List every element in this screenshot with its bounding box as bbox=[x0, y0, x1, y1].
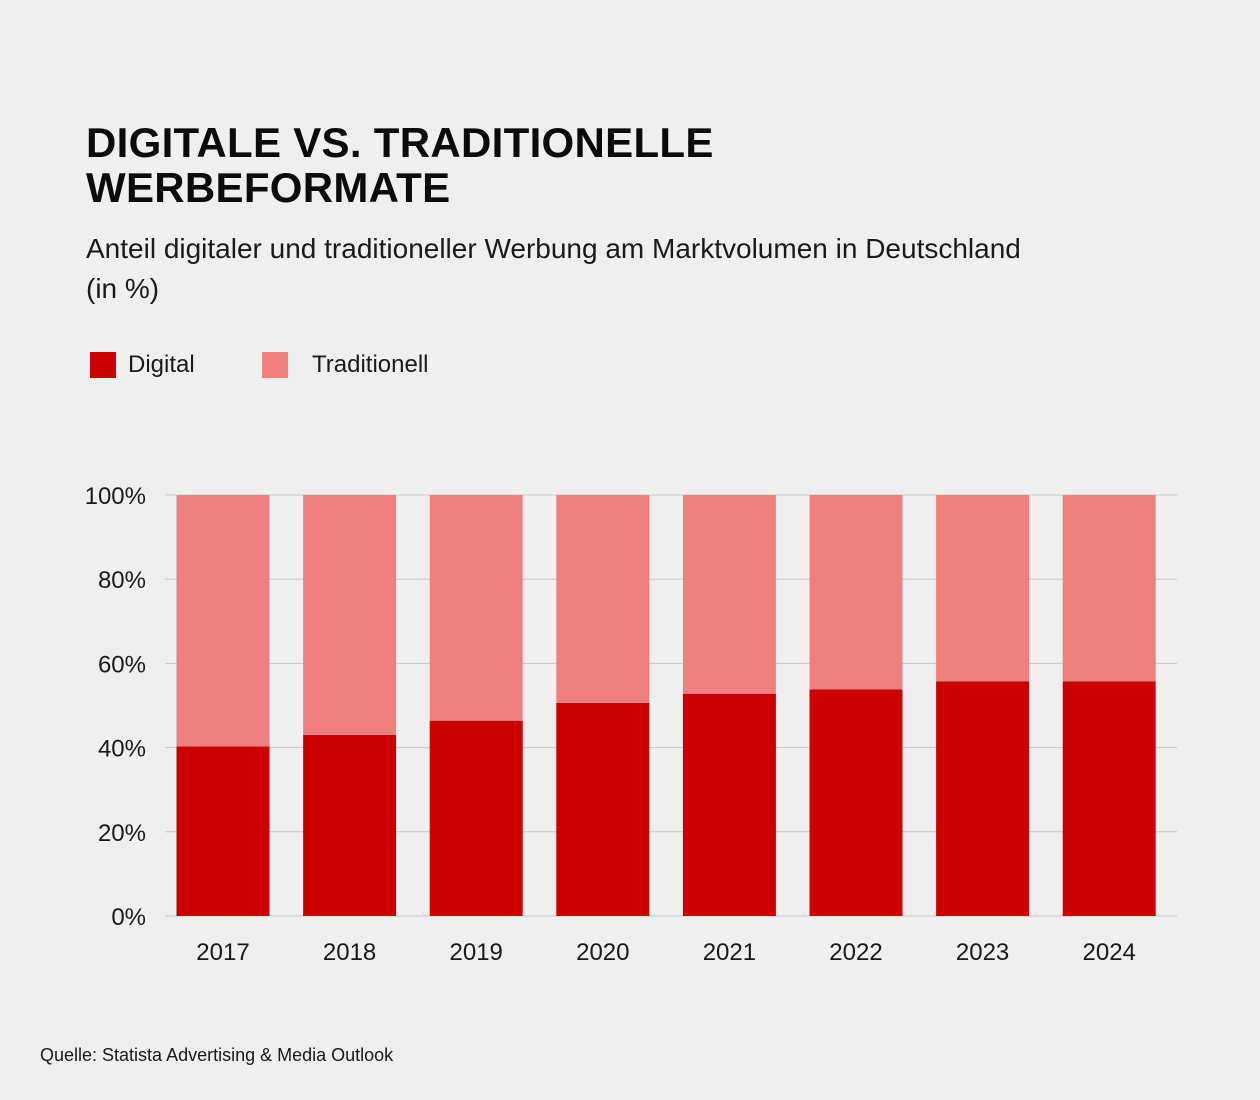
legend-item-digital: Digital bbox=[90, 350, 195, 380]
y-axis-tick-labels: 0% 20% 40% 60% 80% 100% bbox=[85, 483, 146, 931]
bar-traditionell-2023 bbox=[936, 495, 1030, 682]
bar-traditionell-2017 bbox=[176, 495, 270, 747]
chart-subtitle: Anteil digitaler und traditioneller Werb… bbox=[86, 233, 1021, 304]
bar-digital-2017 bbox=[176, 746, 270, 916]
bar-traditionell-2020 bbox=[556, 495, 650, 703]
legend-swatch-digital bbox=[90, 352, 116, 378]
x-tick-label-2023: 2023 bbox=[956, 939, 1009, 966]
x-tick-label-2021: 2021 bbox=[703, 939, 756, 966]
bar-traditionell-2022 bbox=[809, 495, 903, 690]
bar-digital-2018 bbox=[303, 734, 397, 916]
bar-digital-2024 bbox=[1062, 681, 1156, 916]
y-tick-label-100: 100% bbox=[85, 483, 146, 510]
bar-traditionell-2021 bbox=[682, 495, 776, 694]
legend-label-digital: Digital bbox=[128, 351, 195, 378]
legend-item-traditionell: Traditionell bbox=[262, 350, 429, 380]
y-tick-label-80: 80% bbox=[98, 567, 146, 594]
legend-label-traditionell: Traditionell bbox=[312, 351, 429, 378]
y-tick-label-0: 0% bbox=[111, 904, 146, 931]
y-tick-label-60: 60% bbox=[98, 651, 146, 678]
bar-digital-2023 bbox=[936, 681, 1030, 916]
bar-traditionell-2018 bbox=[303, 495, 397, 735]
bar-digital-2020 bbox=[556, 702, 650, 916]
source-note: Quelle: Statista Advertising & Media Out… bbox=[40, 1045, 394, 1065]
x-tick-label-2020: 2020 bbox=[576, 939, 629, 966]
chart-title: DIGITALE VS. TRADITIONELLE WERBEFORMATE bbox=[86, 120, 986, 210]
x-tick-label-2024: 2024 bbox=[1083, 939, 1136, 966]
y-tick-label-40: 40% bbox=[98, 736, 146, 763]
bar-digital-2021 bbox=[682, 693, 776, 916]
chart-title-line-1: DIGITALE VS. TRADITIONELLE bbox=[86, 119, 714, 166]
bar-traditionell-2024 bbox=[1062, 495, 1156, 682]
bar-digital-2019 bbox=[429, 720, 523, 916]
stacked-bar-chart: 0%20%40%60%80%100% 2017 2018 2019 2020 2021 2… bbox=[85, 483, 1177, 966]
y-tick-label-20: 20% bbox=[98, 820, 146, 847]
x-tick-label-2022: 2022 bbox=[829, 939, 882, 966]
chart-title-line-2: WERBEFORMATE bbox=[86, 164, 451, 211]
x-tick-label-2018: 2018 bbox=[323, 939, 376, 966]
x-tick-label-2017: 2017 bbox=[196, 939, 249, 966]
bars bbox=[176, 495, 1156, 916]
bar-traditionell-2019 bbox=[429, 495, 523, 721]
x-tick-label-2019: 2019 bbox=[450, 939, 503, 966]
x-axis-tick-labels: 2017 2018 2019 2020 2021 2022 2023 2024 bbox=[196, 939, 1136, 966]
legend-swatch-traditionell bbox=[262, 352, 288, 378]
bar-digital-2022 bbox=[809, 689, 903, 916]
